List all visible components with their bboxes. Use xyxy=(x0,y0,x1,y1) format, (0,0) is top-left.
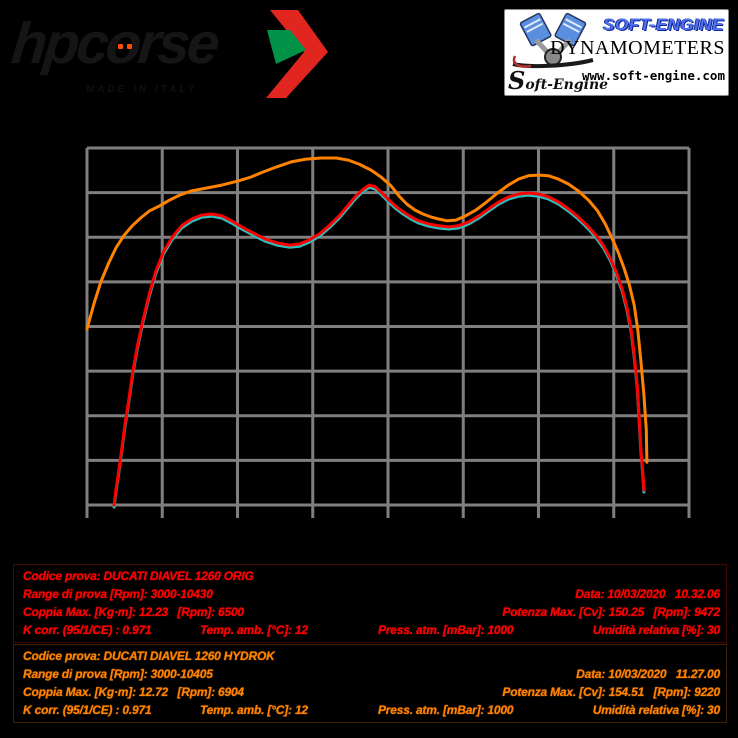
orig-range: Range di prova [Rpm]: 3000-10430 xyxy=(23,587,213,601)
hpcorse-chevron-icon xyxy=(266,10,328,98)
orig-codice: Codice prova: DUCATI DIAVEL 1260 ORIG xyxy=(23,569,254,583)
hpcorse-dot-icon xyxy=(127,44,132,49)
hydrok-kcorr: K corr. (95/1/CE) : 0.971 xyxy=(23,703,152,717)
softengine-url: www.soft-engine.com xyxy=(582,68,725,83)
orig-potenza: Potenza Max. [Cv]: 150.25 [Rpm]: 9472 xyxy=(502,605,720,619)
orig-data: Data: 10/03/2020 10.32.06 xyxy=(575,587,720,601)
hydrok-temp: Temp. amb. [°C]: 12 xyxy=(200,703,308,717)
hpcorse-logo: hpcorse MADE IN ITALY xyxy=(9,4,350,106)
hydrok-coppia: Coppia Max. [Kg·m]: 12.72 [Rpm]: 6904 xyxy=(23,685,244,699)
orig-coppia: Coppia Max. [Kg·m]: 12.23 [Rpm]: 6500 xyxy=(23,605,244,619)
orig-press: Press. atm. [mBar]: 1000 xyxy=(378,623,514,637)
softengine-script: Soft-Engine xyxy=(508,66,609,95)
orig-temp: Temp. amb. [°C]: 12 xyxy=(200,623,308,637)
softengine-subtitle: DYNAMOMETERS xyxy=(550,37,725,59)
results-block-hydrok: Codice prova: DUCATI DIAVEL 1260 HYDROK … xyxy=(13,644,727,723)
hpcorse-tagline: MADE IN ITALY xyxy=(86,84,198,95)
hydrok-potenza: Potenza Max. [Cv]: 154.51 [Rpm]: 9220 xyxy=(502,685,720,699)
results-block-orig: Codice prova: DUCATI DIAVEL 1260 ORIG Ra… xyxy=(13,564,727,643)
orig-umidita: Umidità relativa [%]: 30 xyxy=(592,623,720,637)
hydrok-codice: Codice prova: DUCATI DIAVEL 1260 HYDROK xyxy=(23,649,275,663)
orig-kcorr: K corr. (95/1/CE) : 0.971 xyxy=(23,623,152,637)
hydrok-range: Range di prova [Rpm]: 3000-10405 xyxy=(23,667,213,681)
softengine-logo: SOFT-ENGINE DYNAMOMETERS Soft-Engine www… xyxy=(504,9,729,96)
hydrok-umidita: Umidità relativa [%]: 30 xyxy=(592,703,720,717)
hydrok-press: Press. atm. [mBar]: 1000 xyxy=(378,703,514,717)
hydrok-data: Data: 10/03/2020 11.27.00 xyxy=(576,667,720,681)
hpcorse-dot-icon xyxy=(118,44,123,49)
softengine-brand: SOFT-ENGINE xyxy=(603,15,724,34)
pistons-icon xyxy=(512,12,594,69)
dyno-chart xyxy=(85,146,691,518)
